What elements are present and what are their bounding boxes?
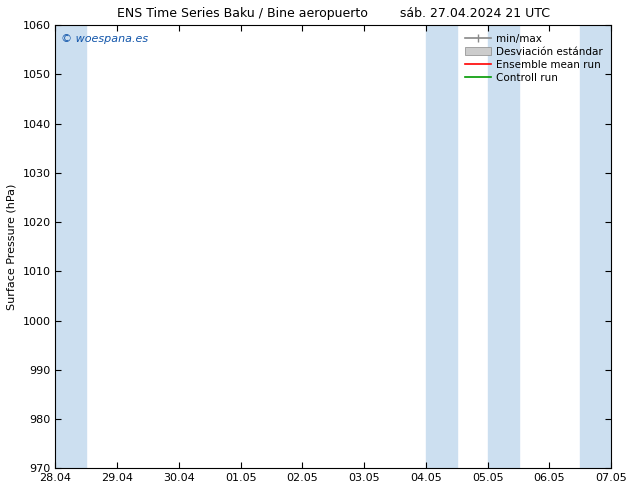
Bar <box>488 25 519 468</box>
Legend: min/max, Desviación estándar, Ensemble mean run, Controll run: min/max, Desviación estándar, Ensemble m… <box>462 30 606 86</box>
Bar <box>426 25 457 468</box>
Y-axis label: Surface Pressure (hPa): Surface Pressure (hPa) <box>7 184 17 310</box>
Text: © woespana.es: © woespana.es <box>61 34 148 44</box>
Bar <box>56 25 86 468</box>
Bar <box>580 25 611 468</box>
Title: ENS Time Series Baku / Bine aeropuerto        sáb. 27.04.2024 21 UTC: ENS Time Series Baku / Bine aeropuerto s… <box>117 7 550 20</box>
